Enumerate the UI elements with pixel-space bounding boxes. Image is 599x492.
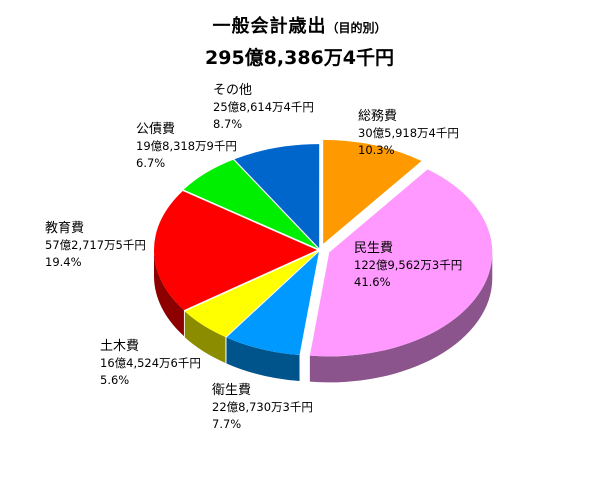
pie-slice-7 (234, 144, 320, 249)
slice-amount-3: 22億8,730万3千円 (212, 400, 313, 414)
slice-percent-1: 10.3% (358, 143, 395, 157)
slice-name-6: 公債費 (136, 122, 175, 137)
pie-sides (154, 250, 493, 383)
pie-slice-6 (183, 159, 318, 249)
slice-label-5: 教育費 57億2,717万5千円 19.4% (45, 220, 146, 269)
chart-subtitle: （目的別） (326, 21, 387, 35)
pie-slice-4 (184, 251, 318, 338)
pie-slice-2 (309, 169, 493, 357)
slice-percent-6: 6.7% (136, 156, 165, 170)
slice-label-3: 衛生費 22億8,730万3千円 7.7% (212, 383, 313, 431)
pie-side-4 (184, 311, 226, 364)
slice-name-5: 教育費 (45, 220, 84, 236)
slice-amount-6: 19億8,318万9千円 (136, 139, 237, 153)
slice-amount-4: 16億4,524万6千円 (100, 356, 201, 370)
pie-side-3 (226, 337, 300, 382)
slice-amount-7: 25億8,614万4千円 (213, 100, 314, 114)
slice-label-7: その他 25億8,614万4千円 8.7% (213, 83, 314, 131)
slice-label-1: 総務費 30億5,918万4千円 10.3% (358, 109, 459, 157)
pie-side-2 (309, 252, 493, 383)
chart-total: 295億8,386万4千円 (205, 47, 394, 69)
slice-amount-1: 30億5,918万4千円 (358, 126, 459, 140)
slice-name-7: その他 (213, 83, 252, 98)
slice-percent-3: 7.7% (212, 417, 241, 431)
slice-amount-2: 122億9,562万3千円 (354, 258, 462, 272)
slice-label-6: 公債費 19億8,318万9千円 6.7% (136, 122, 237, 170)
chart-title-text: 一般会計歳出 (212, 16, 327, 37)
pie-side-5 (154, 250, 184, 337)
pie-slice-1 (323, 139, 422, 244)
slice-name-3: 衛生費 (212, 383, 251, 398)
slice-label-2: 民生費 122億9,562万3千円 41.6% (354, 241, 462, 289)
chart-title: 一般会計歳出（目的別） (0, 12, 599, 38)
pie-slice-5 (154, 191, 318, 311)
pie-slice-3 (226, 251, 319, 356)
slice-name-2: 民生費 (354, 241, 393, 256)
slice-percent-7: 8.7% (213, 117, 242, 131)
slice-name-4: 土木費 (100, 339, 139, 354)
slice-percent-2: 41.6% (354, 275, 391, 289)
slice-label-4: 土木費 16億4,524万6千円 5.6% (100, 339, 201, 387)
slice-percent-5: 19.4% (45, 255, 82, 269)
pie-labels: 総務費 30億5,918万4千円 10.3% 民生費 122億9,562万3千円 41.6… (45, 83, 462, 431)
slice-percent-4: 5.6% (100, 373, 129, 387)
slice-name-1: 総務費 (358, 109, 397, 124)
pie-tops (154, 139, 493, 357)
slice-amount-5: 57億2,717万5千円 (45, 238, 146, 252)
